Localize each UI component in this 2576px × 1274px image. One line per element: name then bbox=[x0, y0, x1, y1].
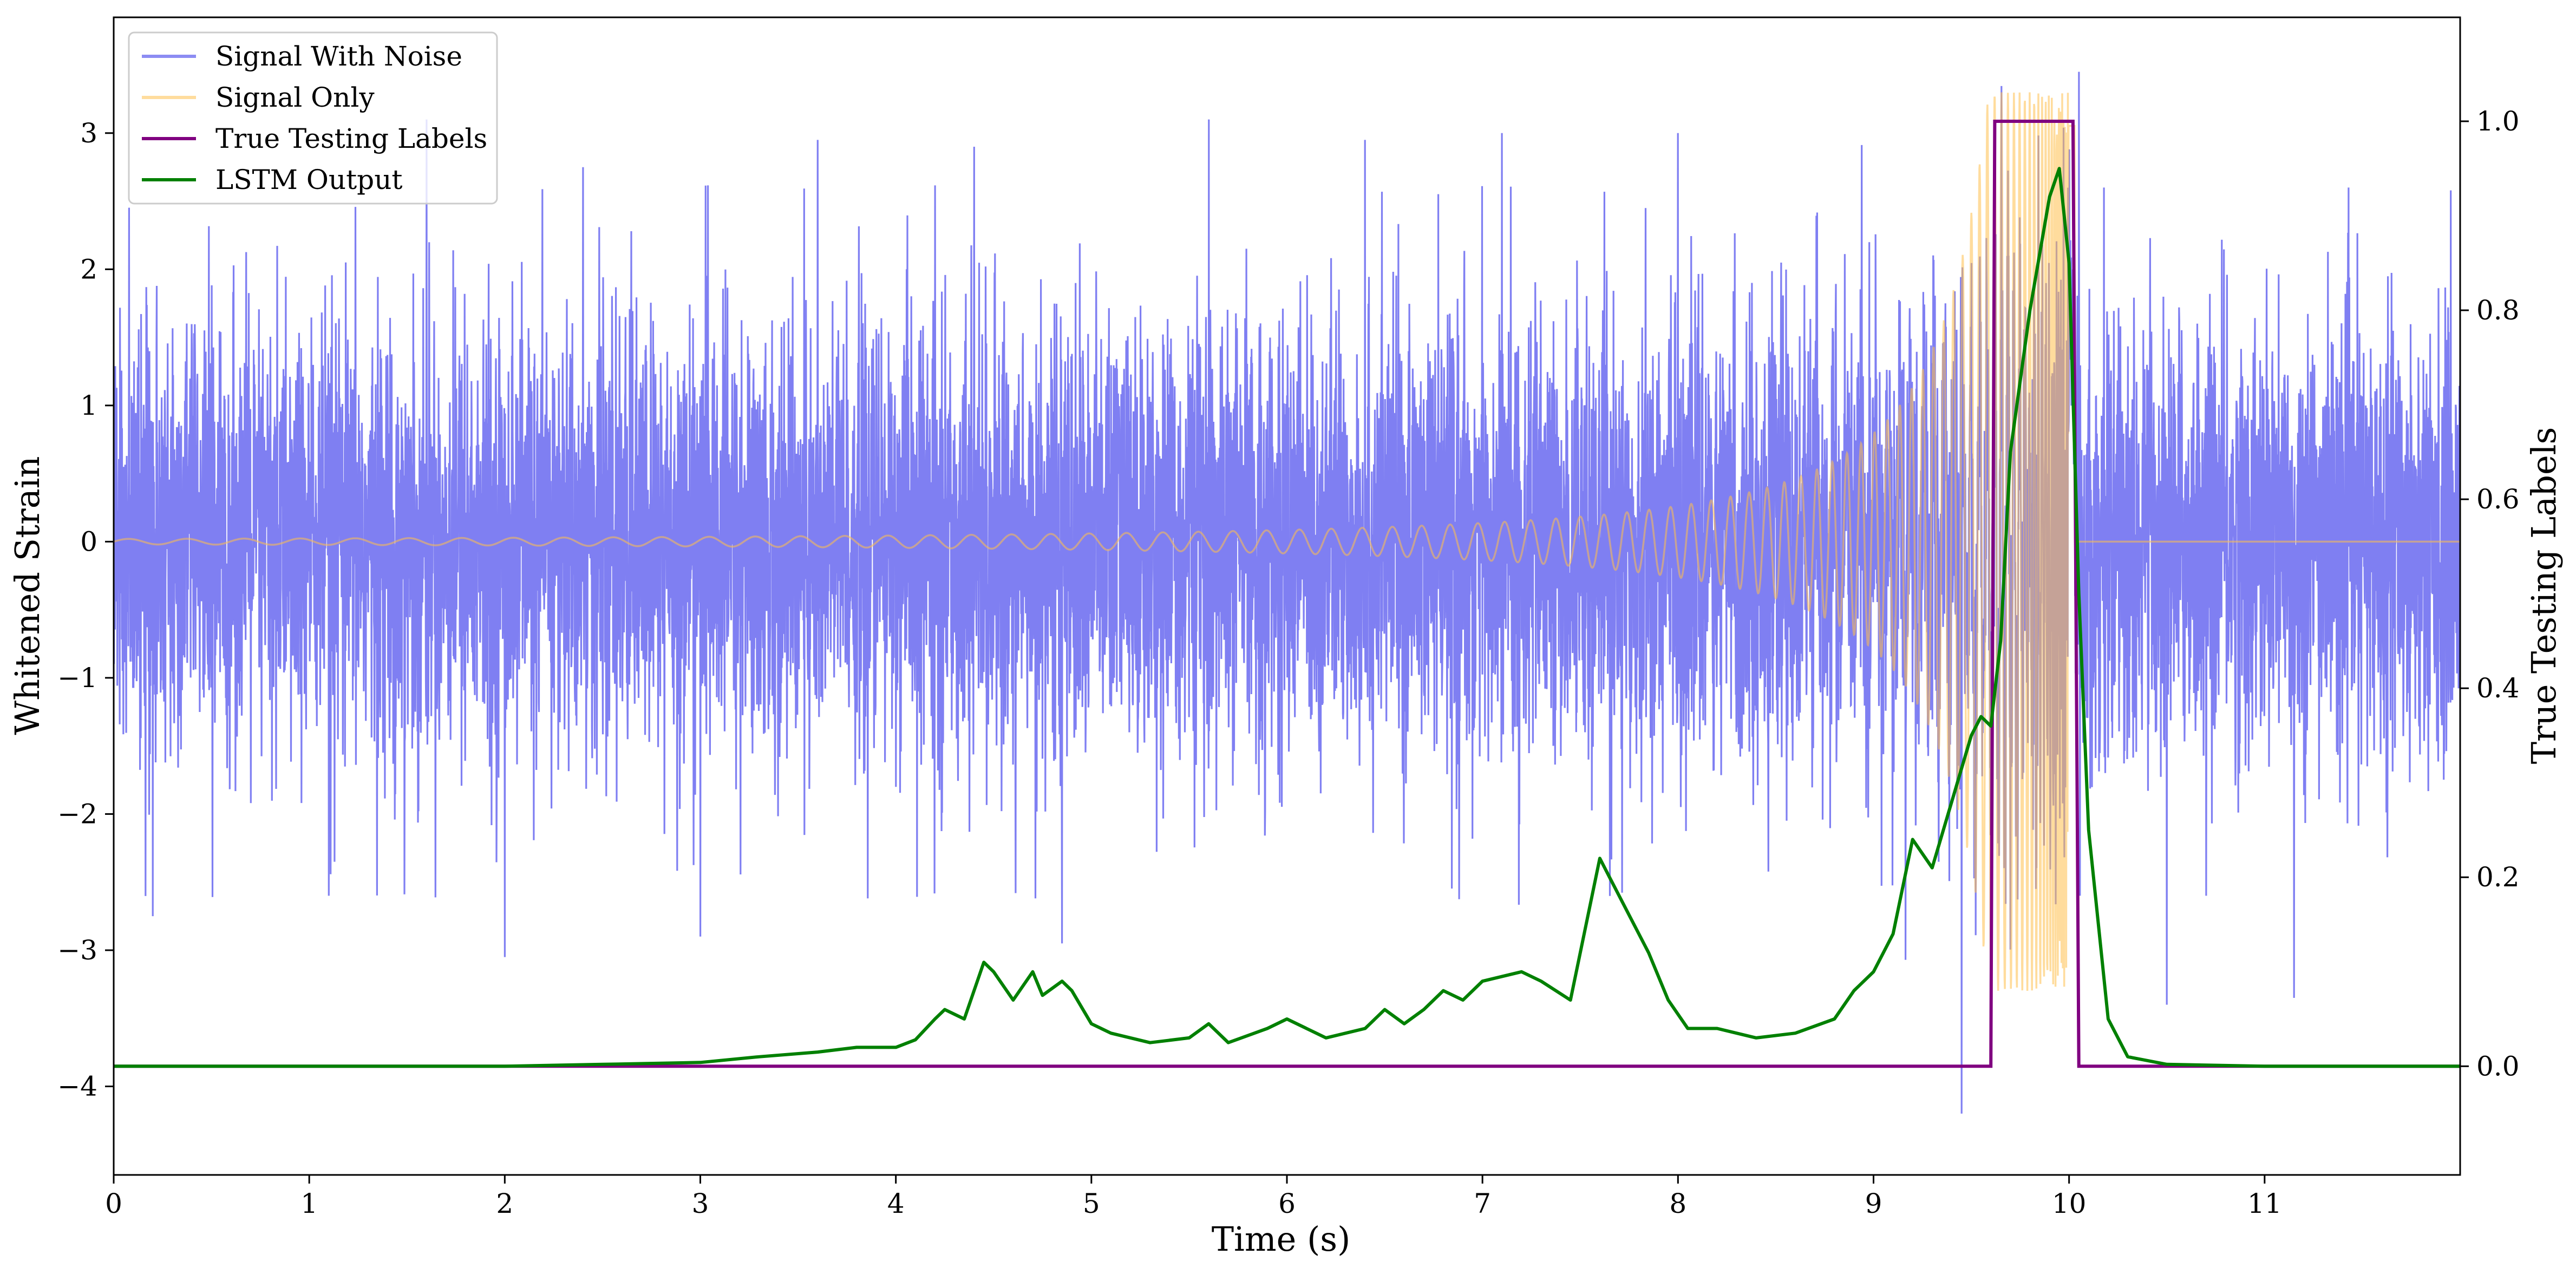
left-y-tick-label: −3 bbox=[57, 935, 97, 966]
left-y-axis-label: Whitened Strain bbox=[8, 456, 47, 735]
left-y-axis: −4 −3 −2 −1 0 1 2 3 bbox=[57, 117, 114, 1102]
x-tick-label: 9 bbox=[1865, 1188, 1882, 1219]
x-axis: 0 1 2 3 4 5 6 7 8 9 10 11 bbox=[105, 1175, 2282, 1219]
left-y-tick-label: −4 bbox=[57, 1071, 97, 1102]
plot-area bbox=[114, 71, 2460, 1114]
right-y-tick-label: 0.2 bbox=[2476, 861, 2520, 893]
series-lstm-output bbox=[114, 167, 2460, 1068]
x-tick-label: 4 bbox=[887, 1188, 905, 1219]
series-true-testing-labels bbox=[114, 120, 2460, 1068]
legend-box bbox=[128, 31, 498, 205]
left-y-tick-label: −2 bbox=[57, 798, 97, 829]
series-signal-only bbox=[114, 92, 2460, 991]
x-tick-label: 10 bbox=[2052, 1188, 2087, 1219]
left-y-tick-label: −1 bbox=[57, 662, 97, 694]
x-tick-label: 7 bbox=[1474, 1188, 1491, 1219]
right-y-axis-label: True Testing Labels bbox=[2524, 427, 2564, 765]
legend: Signal With Noise Signal Only True Testing… bbox=[128, 31, 498, 205]
left-y-tick-label: 0 bbox=[80, 526, 97, 557]
left-y-tick-label: 2 bbox=[80, 253, 97, 285]
right-y-axis: 0.0 0.2 0.4 0.6 0.8 1.0 bbox=[2460, 106, 2520, 1082]
left-y-tick-label: 3 bbox=[80, 117, 97, 149]
x-tick-label: 5 bbox=[1083, 1188, 1100, 1219]
right-y-tick-label: 0.8 bbox=[2476, 295, 2520, 326]
x-tick-label: 0 bbox=[105, 1188, 122, 1219]
right-y-tick-label: 1.0 bbox=[2476, 106, 2520, 137]
legend-label: Signal Only bbox=[215, 82, 375, 113]
x-tick-label: 1 bbox=[300, 1188, 318, 1219]
x-tick-label: 11 bbox=[2247, 1188, 2282, 1219]
legend-label: Signal With Noise bbox=[215, 41, 462, 72]
right-y-tick-label: 0.0 bbox=[2476, 1050, 2520, 1082]
x-tick-label: 6 bbox=[1278, 1188, 1296, 1219]
x-tick-label: 8 bbox=[1669, 1188, 1686, 1219]
legend-label: True Testing Labels bbox=[215, 123, 487, 154]
right-y-tick-label: 0.4 bbox=[2476, 672, 2520, 704]
legend-label: LSTM Output bbox=[215, 164, 402, 195]
x-tick-label: 3 bbox=[692, 1188, 709, 1219]
x-axis-label: Time (s) bbox=[1212, 1219, 1351, 1259]
left-y-tick-label: 1 bbox=[80, 390, 97, 421]
x-tick-label: 2 bbox=[496, 1188, 513, 1219]
right-y-tick-label: 0.6 bbox=[2476, 484, 2520, 515]
